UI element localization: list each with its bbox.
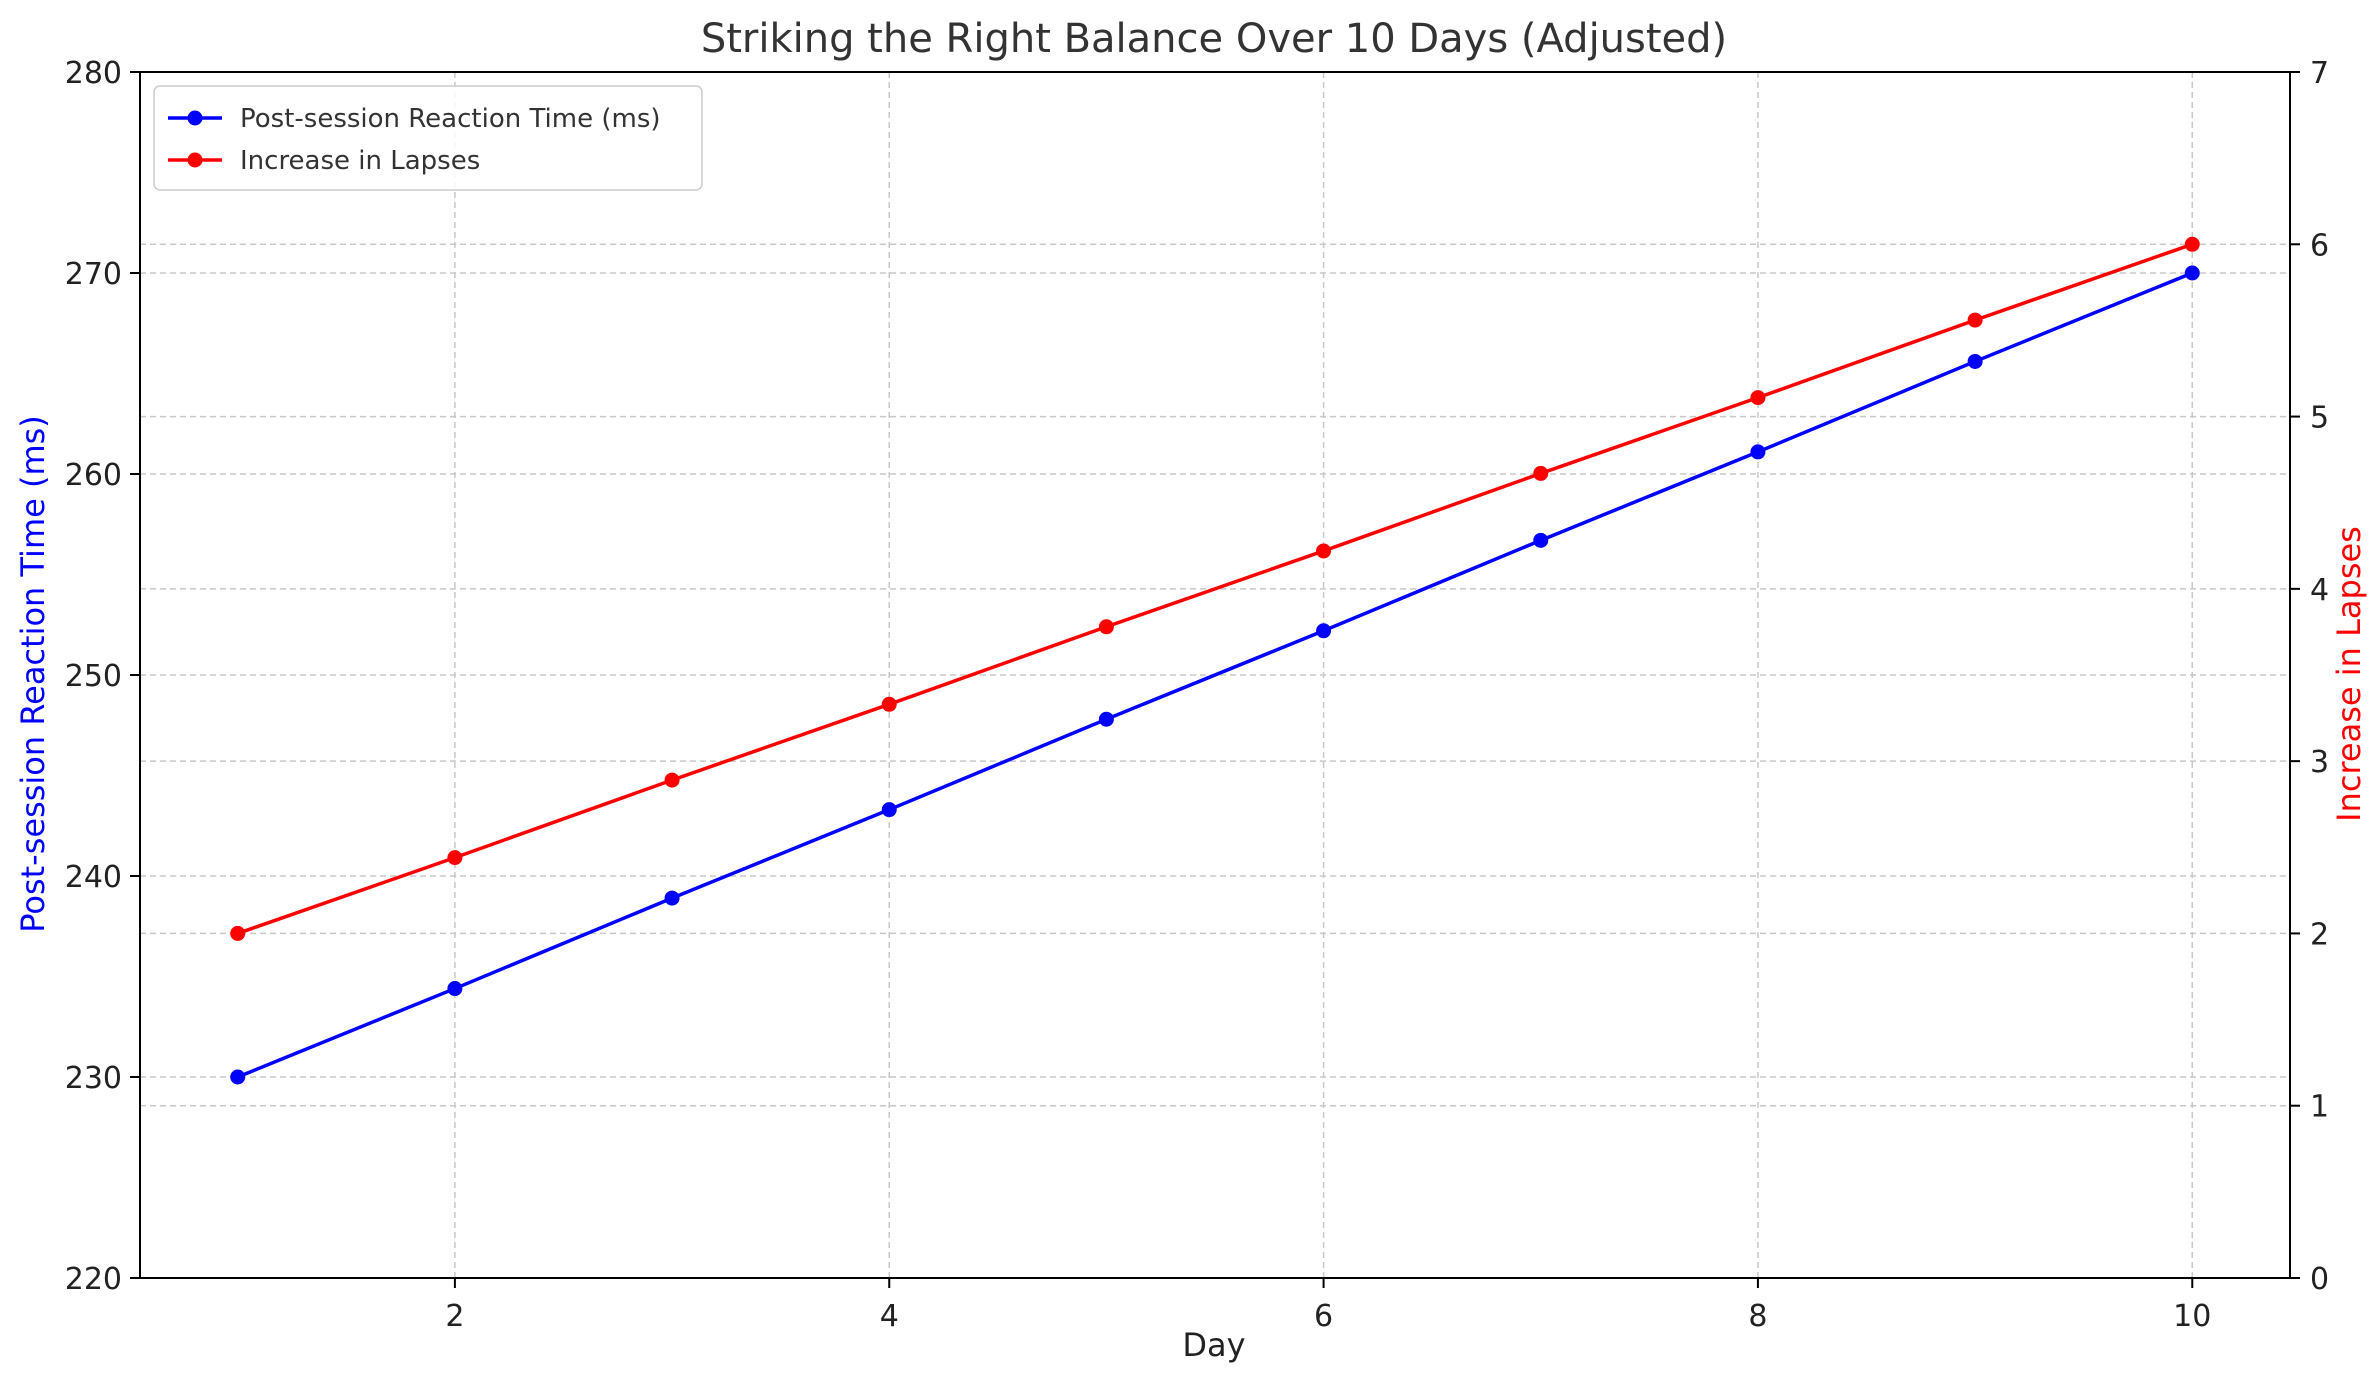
- y-right-tick-label: 3: [2310, 745, 2329, 780]
- data-point: [1316, 623, 1332, 639]
- data-point: [1098, 711, 1114, 727]
- y-right-tick-label: 7: [2310, 56, 2329, 91]
- data-point: [1750, 390, 1766, 406]
- x-axis-label: Day: [1182, 1326, 1245, 1364]
- series-2: [230, 236, 2200, 941]
- legend: Post-session Reaction Time (ms) Increase …: [153, 85, 703, 191]
- legend-box: [153, 85, 703, 191]
- y-left-tick-label: 260: [65, 458, 122, 493]
- data-point: [664, 772, 680, 788]
- y-right-tick-label: 0: [2310, 1262, 2329, 1297]
- y-right-tick-label: 5: [2310, 401, 2329, 436]
- series-line: [237, 271, 2193, 1079]
- data-point: [1098, 619, 1114, 635]
- y-left-tick-label: 250: [65, 659, 122, 694]
- x-tick-label: 6: [1314, 1299, 1333, 1334]
- series-1: [230, 265, 2200, 1085]
- y-left-tick-label: 270: [65, 257, 122, 292]
- x-tick-label: 10: [2173, 1299, 2211, 1334]
- series-layer: [230, 236, 2200, 1085]
- data-point: [447, 981, 463, 997]
- data-point: [1316, 543, 1332, 559]
- data-point: [881, 696, 897, 712]
- data-point: [2184, 265, 2200, 281]
- legend-label: Post-session Reaction Time (ms): [240, 104, 661, 134]
- y-left-tick-label: 240: [65, 860, 122, 895]
- y-left-tick-label: 280: [65, 56, 122, 91]
- data-point: [1967, 312, 1983, 328]
- series-line: [237, 242, 2193, 936]
- x-tick-label: 2: [445, 1299, 464, 1334]
- y-right-tick-label: 2: [2310, 917, 2329, 952]
- axes: 2 4 6 8 10 220 230 240 250 260 270 280 0 1 2 3 4 5 6 7: [65, 56, 2329, 1334]
- chart-title: Striking the Right Balance Over 10 Days …: [701, 16, 1727, 62]
- data-point: [230, 925, 246, 941]
- data-point: [1533, 465, 1549, 481]
- x-tick-label: 4: [880, 1299, 899, 1334]
- data-point: [447, 850, 463, 866]
- data-point: [881, 802, 897, 818]
- data-point: [1533, 532, 1549, 548]
- data-point: [2184, 236, 2200, 252]
- y-axis-left-label: Post-session Reaction Time (ms): [14, 415, 52, 933]
- legend-item: Increase in Lapses: [168, 146, 480, 176]
- legend-item: Post-session Reaction Time (ms): [168, 104, 661, 134]
- legend-swatch-marker: [187, 152, 203, 168]
- data-point: [664, 890, 680, 906]
- data-point: [230, 1069, 246, 1085]
- y-right-tick-label: 6: [2310, 228, 2329, 263]
- y-axis-right-label: Increase in Lapses: [2330, 526, 2368, 822]
- legend-swatch-marker: [187, 110, 203, 126]
- x-tick-label: 8: [1748, 1299, 1767, 1334]
- data-point: [1967, 353, 1983, 369]
- y-right-tick-label: 1: [2310, 1090, 2329, 1125]
- data-point: [1750, 444, 1766, 460]
- y-left-tick-label: 230: [65, 1061, 122, 1096]
- legend-label: Increase in Lapses: [240, 146, 480, 176]
- y-right-tick-label: 4: [2310, 573, 2329, 608]
- y-left-tick-label: 220: [65, 1262, 122, 1297]
